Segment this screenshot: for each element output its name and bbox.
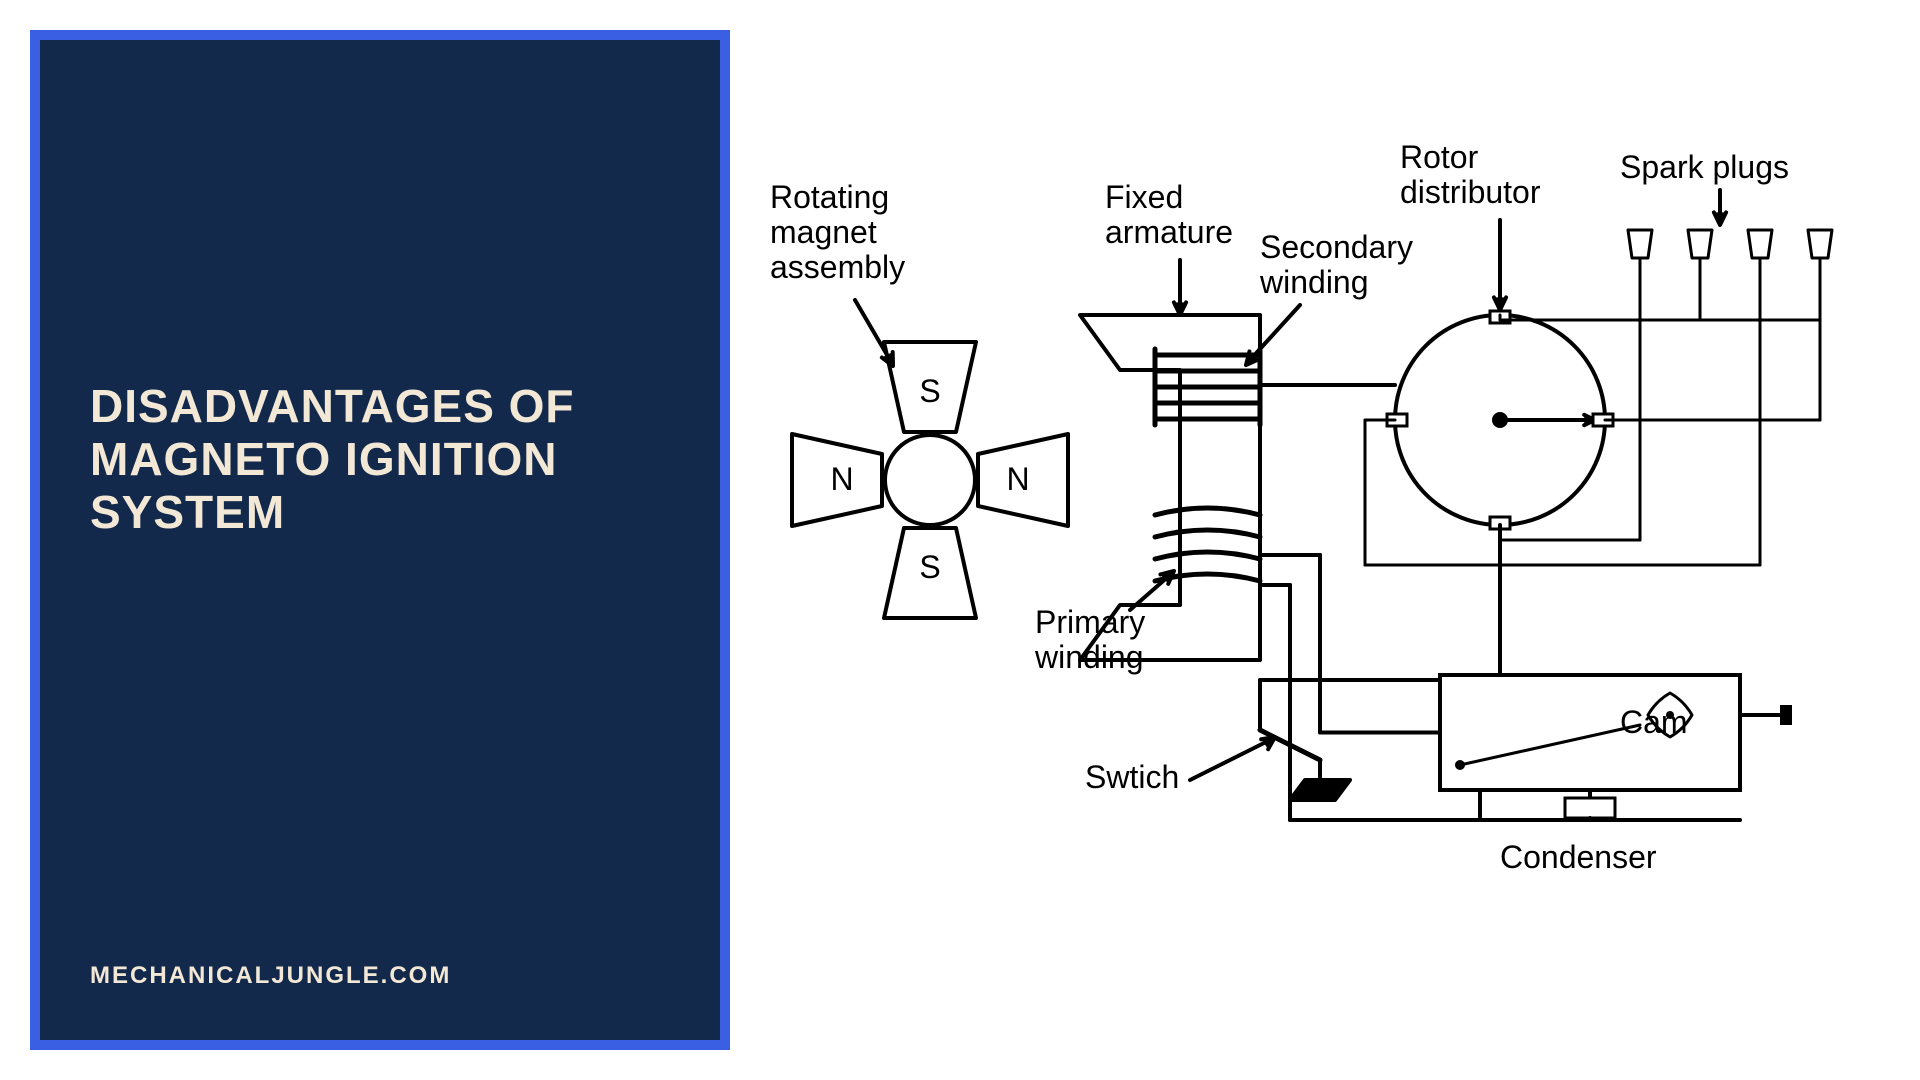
- label-cam: Cam: [1620, 705, 1688, 740]
- svg-text:N: N: [1006, 461, 1029, 497]
- svg-text:S: S: [919, 373, 940, 409]
- title-panel: DISADVANTAGES OF MAGNETO IGNITION SYSTEM…: [30, 30, 730, 1050]
- label-rotating-magnet: Rotating magnet assembly: [770, 180, 905, 286]
- label-fixed-armature: Fixed armature: [1105, 180, 1233, 250]
- label-rotor-distributor: Rotor distributor: [1400, 140, 1541, 210]
- site-footer: MECHANICALJUNGLE.COM: [90, 962, 670, 990]
- label-secondary-winding: Secondary winding: [1260, 230, 1413, 300]
- label-condenser: Condenser: [1500, 840, 1657, 875]
- magneto-diagram: N S N S Rotating magnet assembly Fixed arma…: [760, 120, 1900, 960]
- label-spark-plugs: Spark plugs: [1620, 150, 1789, 185]
- svg-text:S: S: [919, 549, 940, 585]
- svg-text:N: N: [830, 461, 853, 497]
- label-switch: Swtich: [1085, 760, 1179, 795]
- page-title: DISADVANTAGES OF MAGNETO IGNITION SYSTEM: [90, 380, 670, 539]
- label-primary-winding: Primary winding: [1035, 605, 1145, 675]
